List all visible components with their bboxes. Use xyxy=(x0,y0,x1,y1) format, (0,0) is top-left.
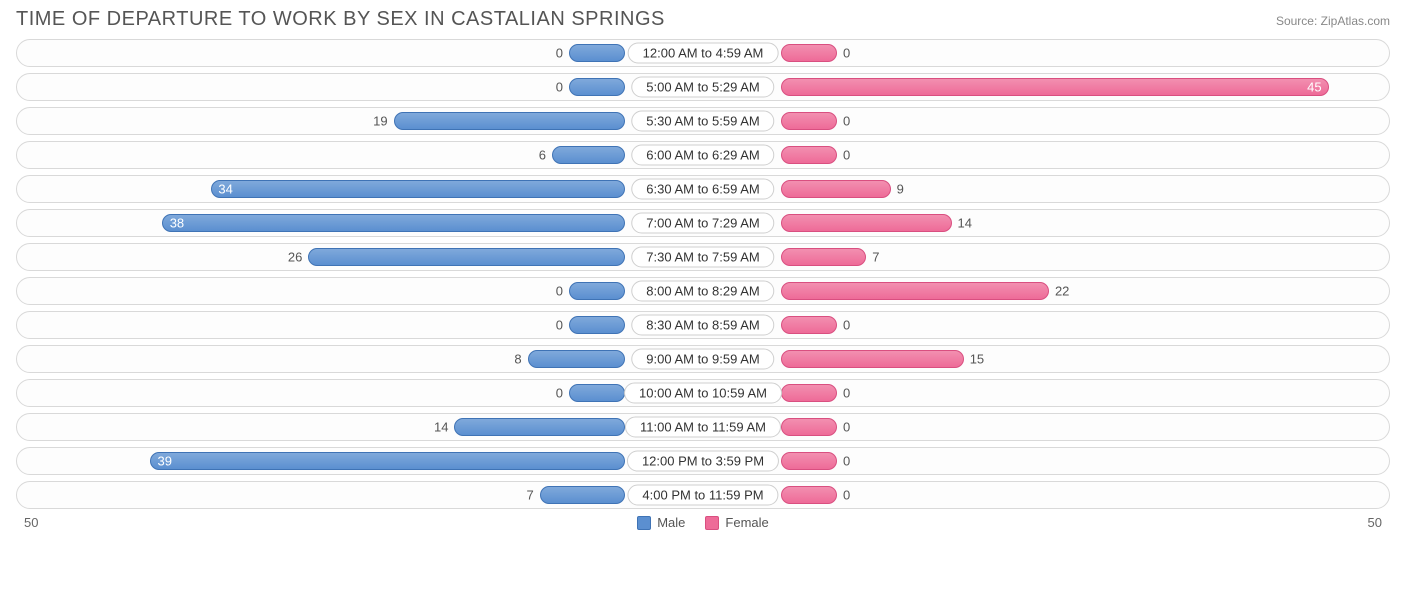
time-range-label: 7:00 AM to 7:29 AM xyxy=(631,213,774,234)
female-bar xyxy=(781,146,837,164)
female-value: 14 xyxy=(958,216,972,231)
male-bar xyxy=(394,112,625,130)
female-bar xyxy=(781,112,837,130)
chart-row: 0 0 8:30 AM to 8:59 AM xyxy=(16,311,1390,339)
female-bar xyxy=(781,384,837,402)
male-value: 19 xyxy=(373,114,387,129)
chart-row: 0 45 5:00 AM to 5:29 AM xyxy=(16,73,1390,101)
male-value: 39 xyxy=(158,454,172,469)
time-range-label: 8:00 AM to 8:29 AM xyxy=(631,281,774,302)
source-attribution: Source: ZipAtlas.com xyxy=(1276,14,1390,28)
chart-row: 34 9 6:30 AM to 6:59 AM xyxy=(16,175,1390,203)
header: TIME OF DEPARTURE TO WORK BY SEX IN CAST… xyxy=(16,8,1390,31)
chart-row: 0 0 12:00 AM to 4:59 AM xyxy=(16,39,1390,67)
time-range-label: 9:00 AM to 9:59 AM xyxy=(631,349,774,370)
male-value: 8 xyxy=(514,352,521,367)
male-bar xyxy=(569,78,625,96)
female-value: 7 xyxy=(872,250,879,265)
female-bar xyxy=(781,282,1049,300)
legend: Male Female xyxy=(637,515,769,530)
male-bar xyxy=(528,350,625,368)
male-value: 34 xyxy=(218,182,232,197)
time-range-label: 11:00 AM to 11:59 AM xyxy=(625,417,781,438)
female-value: 0 xyxy=(843,454,850,469)
male-value: 7 xyxy=(527,488,534,503)
chart-row: 19 0 5:30 AM to 5:59 AM xyxy=(16,107,1390,135)
chart-title: TIME OF DEPARTURE TO WORK BY SEX IN CAST… xyxy=(16,8,665,31)
time-range-label: 5:30 AM to 5:59 AM xyxy=(631,111,774,132)
time-range-label: 8:30 AM to 8:59 AM xyxy=(631,315,774,336)
male-bar xyxy=(552,146,625,164)
legend-female-label: Female xyxy=(725,515,768,530)
chart-footer: 50 Male Female 50 xyxy=(16,515,1390,530)
male-bar xyxy=(162,214,625,232)
chart-row: 0 22 8:00 AM to 8:29 AM xyxy=(16,277,1390,305)
time-range-label: 6:00 AM to 6:29 AM xyxy=(631,145,774,166)
chart-row: 7 0 4:00 PM to 11:59 PM xyxy=(16,481,1390,509)
male-bar xyxy=(211,180,625,198)
female-bar xyxy=(781,452,837,470)
female-bar xyxy=(781,78,1329,96)
male-bar xyxy=(569,384,625,402)
female-bar xyxy=(781,180,891,198)
male-value: 38 xyxy=(170,216,184,231)
female-bar xyxy=(781,316,837,334)
male-value: 0 xyxy=(556,80,563,95)
male-value: 14 xyxy=(434,420,448,435)
male-bar xyxy=(569,44,625,62)
time-range-label: 6:30 AM to 6:59 AM xyxy=(631,179,774,200)
chart-row: 8 15 9:00 AM to 9:59 AM xyxy=(16,345,1390,373)
female-value: 45 xyxy=(1307,80,1321,95)
female-bar xyxy=(781,350,964,368)
female-value: 0 xyxy=(843,420,850,435)
female-value: 0 xyxy=(843,114,850,129)
legend-female: Female xyxy=(705,515,768,530)
male-bar xyxy=(454,418,625,436)
chart-area: 0 0 12:00 AM to 4:59 AM 0 45 5:00 AM to 5:29 … xyxy=(16,39,1390,509)
chart-row: 39 0 12:00 PM to 3:59 PM xyxy=(16,447,1390,475)
female-value: 0 xyxy=(843,386,850,401)
male-value: 0 xyxy=(556,284,563,299)
male-value: 6 xyxy=(539,148,546,163)
time-range-label: 4:00 PM to 11:59 PM xyxy=(627,485,778,506)
axis-right-max: 50 xyxy=(1368,515,1382,530)
female-value: 9 xyxy=(897,182,904,197)
axis-left-max: 50 xyxy=(24,515,38,530)
female-bar xyxy=(781,214,952,232)
male-value: 26 xyxy=(288,250,302,265)
male-swatch-icon xyxy=(637,516,651,530)
female-value: 22 xyxy=(1055,284,1069,299)
male-bar xyxy=(150,452,625,470)
female-bar xyxy=(781,44,837,62)
chart-row: 0 0 10:00 AM to 10:59 AM xyxy=(16,379,1390,407)
chart-row: 14 0 11:00 AM to 11:59 AM xyxy=(16,413,1390,441)
male-value: 0 xyxy=(556,318,563,333)
female-value: 0 xyxy=(843,46,850,61)
male-value: 0 xyxy=(556,46,563,61)
female-bar xyxy=(781,418,837,436)
male-value: 0 xyxy=(556,386,563,401)
female-value: 0 xyxy=(843,148,850,163)
male-bar xyxy=(569,282,625,300)
time-range-label: 7:30 AM to 7:59 AM xyxy=(631,247,774,268)
chart-row: 26 7 7:30 AM to 7:59 AM xyxy=(16,243,1390,271)
chart-row: 6 0 6:00 AM to 6:29 AM xyxy=(16,141,1390,169)
female-bar xyxy=(781,248,866,266)
time-range-label: 12:00 AM to 4:59 AM xyxy=(628,43,779,64)
male-bar xyxy=(308,248,625,266)
female-value: 0 xyxy=(843,488,850,503)
legend-male-label: Male xyxy=(657,515,685,530)
time-range-label: 10:00 AM to 10:59 AM xyxy=(624,383,782,404)
legend-male: Male xyxy=(637,515,685,530)
time-range-label: 12:00 PM to 3:59 PM xyxy=(627,451,779,472)
female-bar xyxy=(781,486,837,504)
female-value: 15 xyxy=(970,352,984,367)
time-range-label: 5:00 AM to 5:29 AM xyxy=(631,77,774,98)
male-bar xyxy=(540,486,625,504)
male-bar xyxy=(569,316,625,334)
chart-row: 38 14 7:00 AM to 7:29 AM xyxy=(16,209,1390,237)
female-swatch-icon xyxy=(705,516,719,530)
female-value: 0 xyxy=(843,318,850,333)
